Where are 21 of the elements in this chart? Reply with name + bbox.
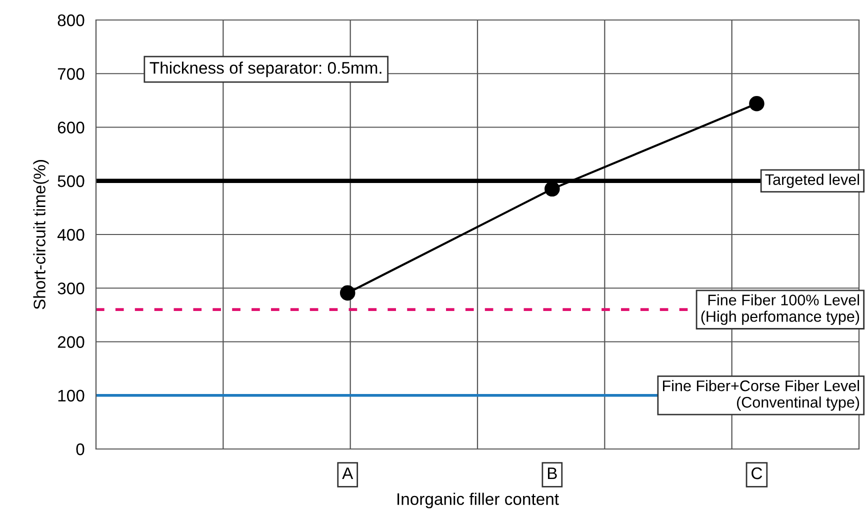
y-tick-label: 200 <box>58 336 84 348</box>
ref-line-label: Targeted level <box>765 174 859 188</box>
point <box>544 181 560 197</box>
x-tick-label: B <box>548 468 557 480</box>
x-axis-title: Inorganic filler content <box>398 492 559 508</box>
y-tick-label: 800 <box>58 14 84 26</box>
x-tick-label: A <box>342 468 354 480</box>
y-tick-label: 700 <box>58 68 84 80</box>
y-tick-label: 0 <box>76 443 84 456</box>
y-tick-label: 100 <box>58 390 84 402</box>
x-tick-label: C <box>752 467 762 480</box>
point <box>340 285 356 301</box>
y-tick-label: 600 <box>58 122 84 134</box>
y-tick-label: 400 <box>57 228 84 241</box>
y-tick-label: 500 <box>58 175 84 188</box>
point <box>749 96 764 112</box>
y-axis-title: Short-circuit time(%) <box>33 160 49 310</box>
annotation: Thickness of separator: 0.5mm. <box>150 62 382 78</box>
ref-line-label: Fine Fiber+Corse Fiber Level (Conventinal type) <box>663 380 860 411</box>
ref-line-label: Fine Fiber 100% Level (High perfomance type) <box>701 294 860 325</box>
y-tick-label: 300 <box>58 282 84 294</box>
